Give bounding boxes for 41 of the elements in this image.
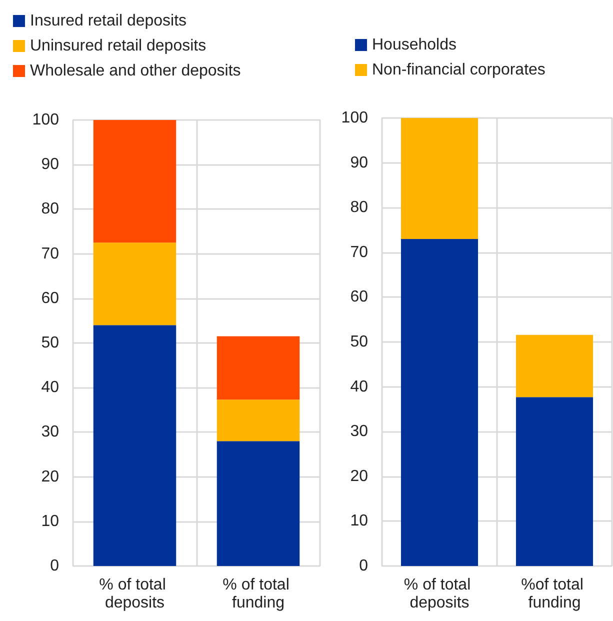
legend-label: Non-financial corporates	[372, 62, 546, 78]
bar	[216, 336, 300, 400]
legend-label: Insured retail deposits	[30, 12, 187, 30]
y-tick-label: 90	[350, 154, 368, 172]
y-tick-label: 60	[350, 288, 368, 306]
x-tick-label: %of total funding	[521, 576, 588, 612]
legend-label: Households	[372, 36, 456, 54]
bar	[216, 400, 300, 442]
bar	[93, 242, 176, 326]
y-tick-label: 100	[32, 112, 60, 128]
legend-label: Uninsured retail deposits	[30, 38, 206, 54]
y-tick-label: 20	[41, 468, 60, 486]
y-tick-label: 30	[350, 423, 368, 440]
y-tick-label: 50	[41, 334, 60, 352]
bar	[93, 120, 176, 243]
bar	[516, 397, 594, 566]
y-tick-label: 80	[350, 199, 368, 216]
y-tick-label: 100	[341, 110, 368, 126]
y-tick-label: 30	[41, 424, 60, 441]
bar	[216, 441, 300, 566]
y-tick-label: 70	[350, 244, 368, 261]
y-tick-label: 20	[350, 468, 368, 485]
y-tick-label: 80	[41, 200, 60, 218]
bar	[516, 334, 594, 398]
x-tick-label: % of total deposits	[404, 576, 476, 612]
y-tick-label: 40	[41, 379, 60, 396]
y-tick-label: 10	[41, 512, 60, 530]
x-tick-label: % of total funding	[222, 576, 294, 612]
y-tick-label: 10	[350, 512, 368, 530]
bar	[400, 238, 478, 566]
y-tick-label: 50	[350, 334, 368, 350]
y-tick-label: 70	[41, 245, 60, 262]
y-tick-label: 40	[350, 378, 368, 396]
y-tick-label: 60	[41, 290, 60, 307]
bar	[93, 325, 176, 566]
x-tick-label: % of total deposits	[99, 576, 170, 612]
y-tick-label: 0	[50, 558, 60, 574]
y-tick-label: 0	[359, 558, 368, 574]
y-tick-label: 90	[41, 156, 60, 174]
bar	[400, 118, 478, 239]
legend-label: Wholesale and other deposits	[30, 62, 241, 80]
